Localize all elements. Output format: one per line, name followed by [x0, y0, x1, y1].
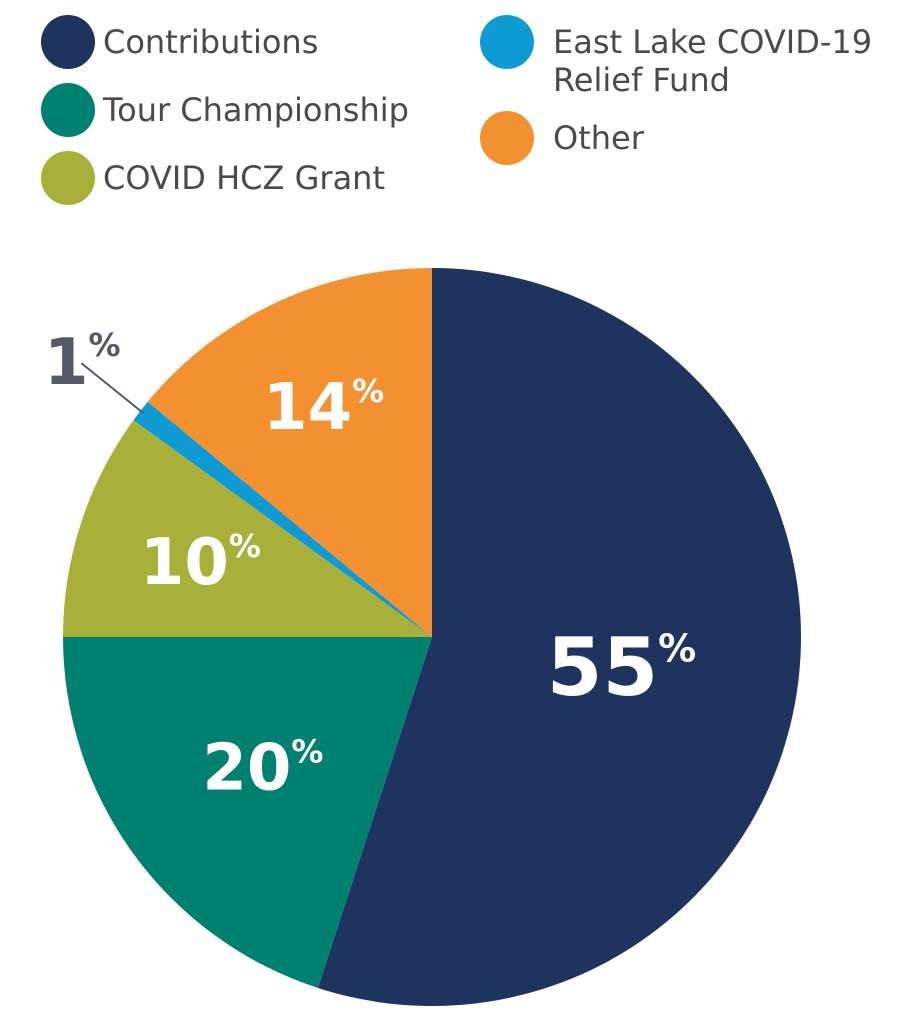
legend-label: East Lake COVID-19	[553, 23, 872, 61]
pie-slice-east-lake-covid-19-relief-fund	[133, 401, 432, 637]
slice-labels: 55% 20% 10% 1% 14%	[44, 326, 696, 806]
slice-label-covid-hcz-grant: 10%	[140, 526, 261, 600]
pie-slice-covid-hcz-grant	[63, 420, 432, 637]
callout-line	[80, 362, 144, 414]
legend-item-contributions: Contributions	[41, 15, 318, 69]
slice-label-east-lake-covid-19-relief-fund: 1%	[44, 326, 121, 400]
legend-label: Contributions	[103, 23, 318, 61]
legend-swatch	[480, 15, 534, 69]
legend-item-covid-hcz-grant: COVID HCZ Grant	[41, 151, 385, 205]
legend: Contributions Tour Championship COVID HCZ …	[41, 15, 872, 205]
legend-label: Other	[553, 119, 645, 157]
legend-item-other: Other	[480, 111, 645, 165]
pie-slice-contributions	[317, 268, 801, 1006]
legend-swatch	[41, 151, 95, 205]
pie-slice-other	[147, 268, 432, 637]
legend-item-tour-championship: Tour Championship	[41, 83, 409, 137]
legend-swatch	[41, 83, 95, 137]
legend-label: COVID HCZ Grant	[103, 159, 385, 197]
legend-swatch	[480, 111, 534, 165]
legend-label: Relief Fund	[553, 61, 730, 99]
legend-label: Tour Championship	[102, 91, 409, 129]
slice-label-tour-championship: 20%	[202, 732, 323, 806]
pie-slices	[63, 268, 801, 1006]
slice-label-other: 14%	[263, 371, 384, 445]
slice-label-contributions: 55%	[547, 621, 696, 714]
legend-swatch	[41, 15, 95, 69]
pie-slice-tour-championship	[63, 637, 432, 988]
